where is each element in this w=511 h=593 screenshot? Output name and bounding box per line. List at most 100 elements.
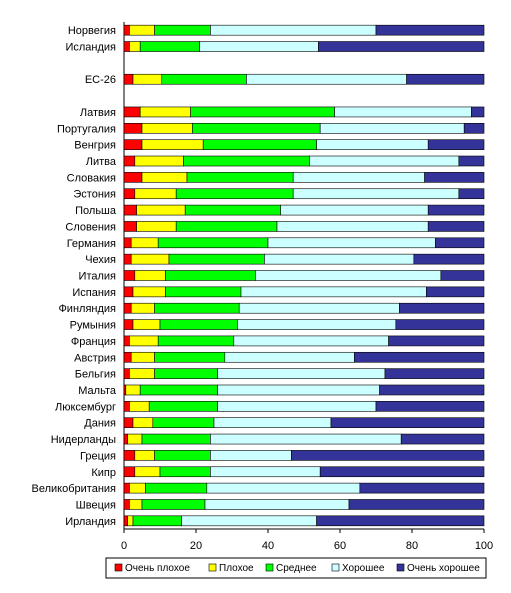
category-label: Португалия	[57, 123, 116, 135]
bar-segment	[413, 253, 485, 265]
category-label: Исландия	[65, 42, 116, 54]
legend-label: Хорошее	[342, 563, 385, 574]
category-label: Нидерланды	[51, 434, 116, 446]
bar-segment	[129, 335, 159, 347]
bar-segment	[123, 401, 130, 412]
bar-segment	[141, 499, 206, 510]
bar-segment	[291, 450, 485, 461]
bar-segment	[123, 335, 130, 347]
bar-segment	[130, 237, 159, 249]
bar-segment	[123, 221, 137, 232]
category-label: Великобритания	[32, 483, 117, 495]
bar-segment	[384, 368, 485, 379]
bar-segment	[129, 41, 141, 52]
bar-segment	[123, 450, 136, 461]
bar-segment	[190, 106, 335, 118]
bar-segment	[210, 24, 377, 36]
bar-segment	[141, 123, 193, 134]
bar-segment	[154, 450, 211, 461]
bar-segment	[154, 24, 211, 36]
category-label: Франция	[71, 336, 116, 348]
bar-segment	[319, 466, 485, 478]
bar-segment	[316, 515, 485, 527]
bar-segment	[264, 253, 415, 265]
category-label: Мальта	[78, 385, 117, 397]
category-label: Польша	[75, 205, 117, 217]
bar-segment	[427, 221, 485, 232]
bar-segment	[316, 139, 429, 150]
bar-segment	[139, 384, 218, 396]
bar-segment	[123, 188, 136, 200]
bar-segment	[330, 417, 485, 428]
category-label: Греция	[80, 450, 116, 462]
bar-segment	[130, 351, 155, 363]
bar-segment	[127, 515, 134, 527]
bar-segment	[199, 41, 319, 52]
bar-segment	[134, 188, 177, 200]
bar-segment	[139, 106, 191, 118]
category-label: Норвегия	[68, 25, 116, 37]
bar-segment	[175, 188, 294, 200]
bar-segment	[154, 351, 226, 363]
bar-segment	[210, 466, 321, 478]
bar-segment	[161, 73, 247, 85]
x-axis: 0 20 40 60 80 100	[121, 528, 493, 552]
bar-segment	[154, 302, 240, 314]
x-tick-label: 40	[262, 540, 274, 552]
bar-segment	[292, 188, 460, 200]
bar-segment	[132, 515, 182, 527]
bar-segment	[471, 106, 485, 118]
bar-segment	[202, 139, 317, 150]
bar-segment	[132, 417, 154, 428]
bars-group	[123, 24, 485, 527]
bar-segment	[210, 433, 402, 445]
bar-segment	[165, 286, 242, 298]
bar-segment	[204, 499, 350, 510]
category-label: Бельгия	[75, 369, 116, 381]
bar-segment	[123, 139, 143, 150]
bar-segment	[123, 41, 130, 52]
bar-segment	[318, 41, 485, 52]
bar-segment	[426, 286, 485, 298]
bar-segment	[192, 123, 321, 134]
bar-segment	[134, 450, 155, 461]
bar-segment	[348, 499, 485, 510]
category-label: ЕС-26	[85, 74, 116, 86]
category-label: Латвия	[80, 107, 116, 119]
bar-segment	[246, 73, 407, 85]
bar-segment	[134, 270, 166, 281]
bar-segment	[154, 368, 218, 379]
bar-segment	[132, 73, 163, 85]
bar-segment	[141, 172, 188, 183]
bar-segment	[319, 123, 465, 134]
bar-segment	[388, 335, 485, 347]
bar-segment	[123, 433, 128, 445]
bar-segment	[217, 401, 377, 412]
bar-segment	[123, 368, 130, 379]
bar-segment	[139, 41, 200, 52]
x-tick-label: 0	[121, 540, 127, 552]
bar-segment	[127, 433, 143, 445]
category-label: Люксембург	[55, 401, 116, 413]
bar-segment	[435, 237, 485, 249]
category-label: Дания	[84, 418, 116, 430]
bar-segment	[186, 172, 294, 183]
bar-segment	[217, 368, 386, 379]
category-label: Швеция	[76, 499, 116, 511]
x-tick-label: 20	[190, 540, 202, 552]
bar-segment	[237, 319, 397, 330]
x-tick-label: 100	[475, 540, 493, 552]
bar-segment	[206, 482, 361, 494]
bar-segment	[129, 401, 150, 412]
bar-segment	[183, 155, 310, 167]
bar-segment	[123, 270, 136, 281]
bar-segment	[123, 351, 132, 363]
category-label: Чехия	[85, 254, 116, 266]
bar-segment	[463, 123, 485, 134]
bar-segment	[123, 155, 136, 167]
legend-swatch	[208, 563, 217, 572]
category-label: Австрия	[74, 352, 116, 364]
bar-segment	[159, 319, 238, 330]
bar-segment	[123, 302, 132, 314]
